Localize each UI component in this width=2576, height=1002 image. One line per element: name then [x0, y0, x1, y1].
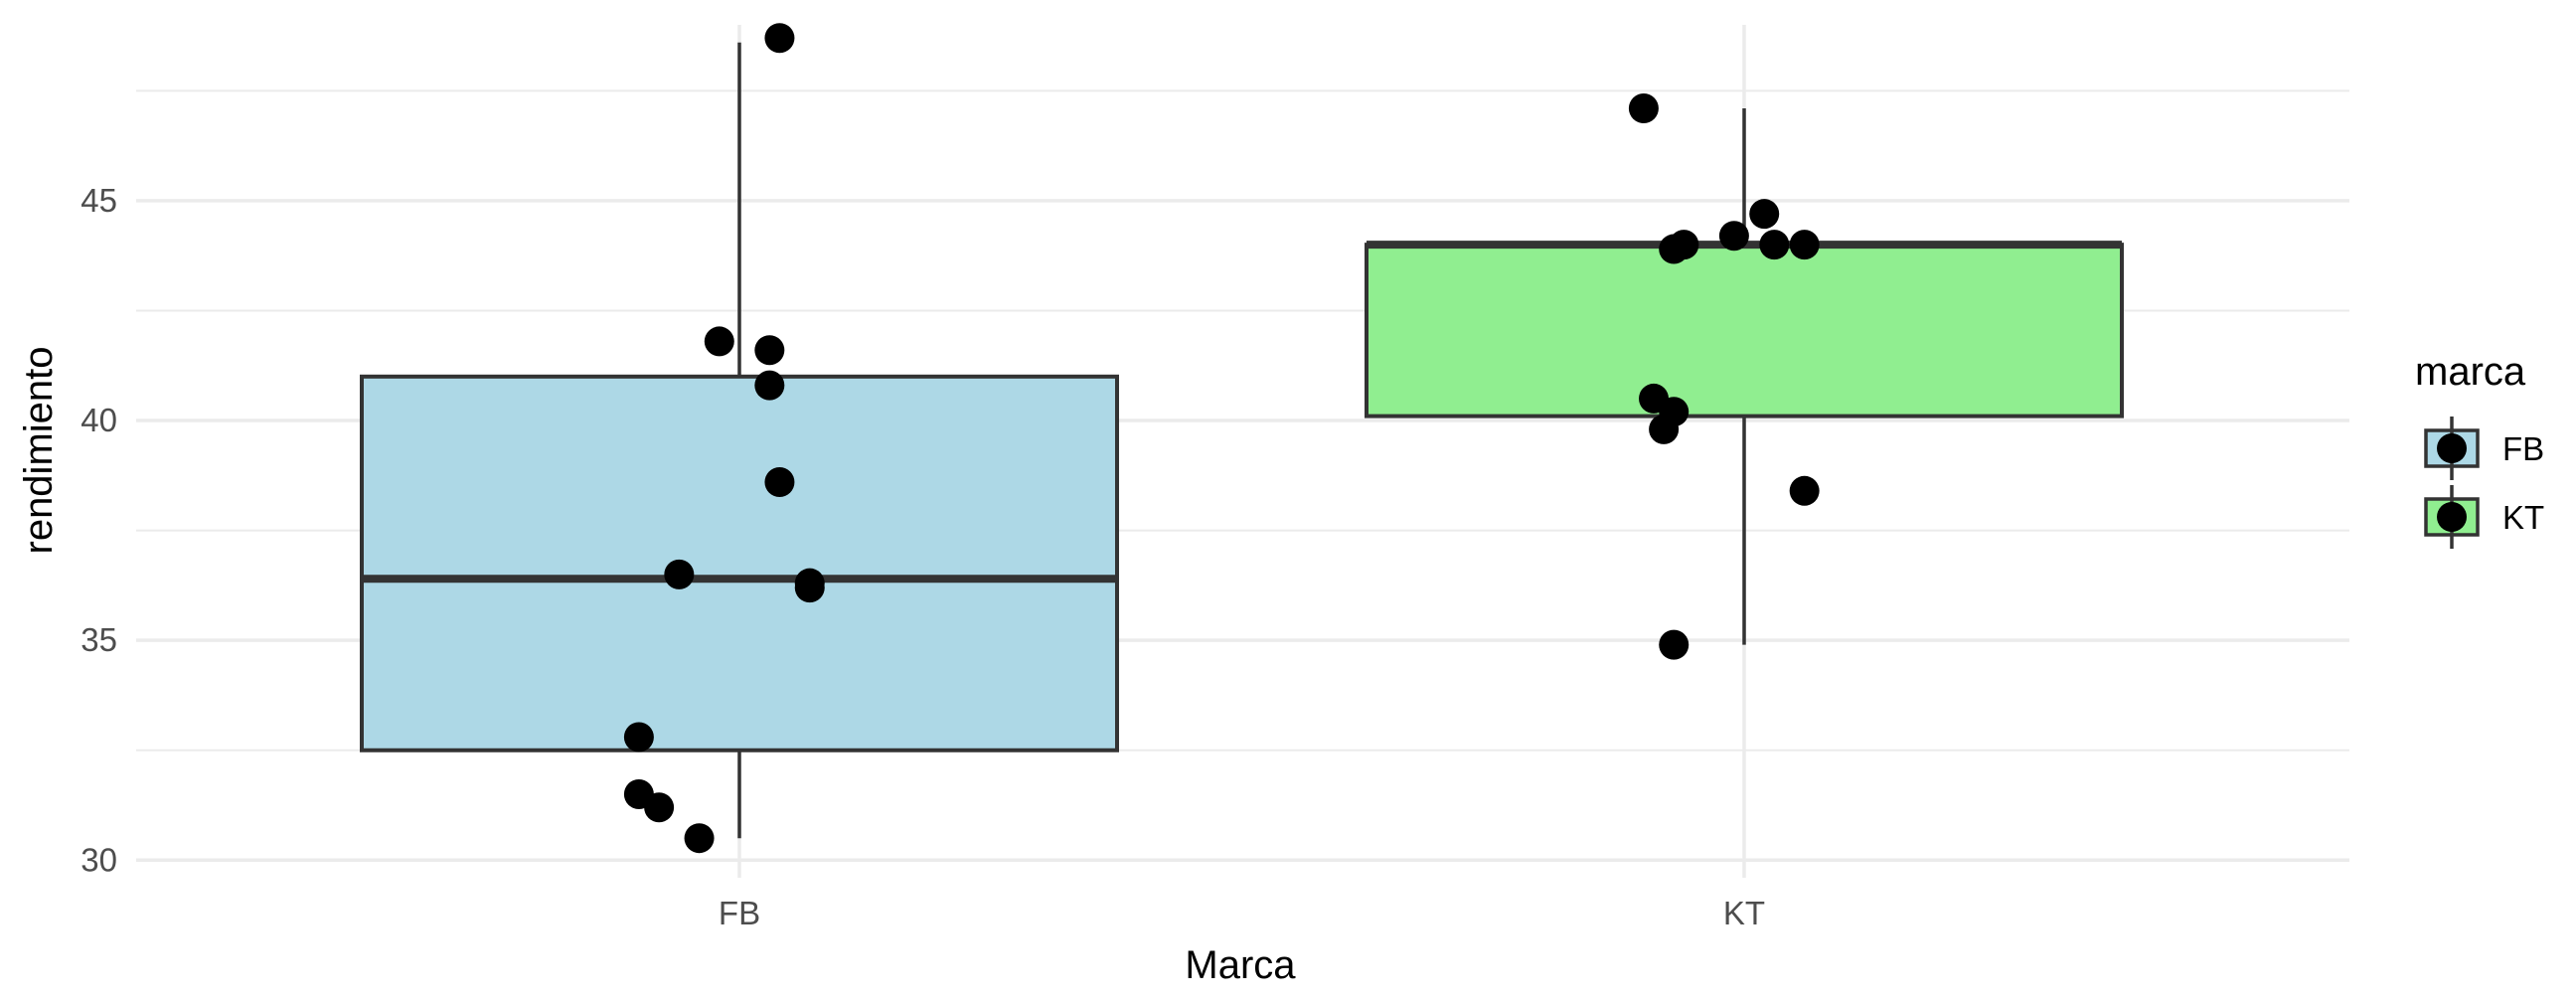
y-tick-label: 35 — [80, 621, 117, 658]
box-KT — [1365, 108, 2124, 645]
axes: 30 35 40 45 FB KT — [80, 182, 1765, 931]
data-point-FB — [764, 23, 795, 54]
data-point-KT — [1789, 475, 1820, 506]
box-FB — [360, 42, 1119, 839]
data-point-KT — [1659, 234, 1690, 264]
box-body — [360, 374, 1119, 752]
data-point-FB — [704, 326, 734, 357]
legend-key-point — [2437, 502, 2467, 532]
boxes — [360, 42, 2124, 839]
y-tick-label: 45 — [80, 182, 117, 219]
data-point-FB — [754, 335, 785, 366]
data-point-FB — [664, 559, 695, 589]
legend-label: KT — [2502, 499, 2544, 536]
data-point-FB — [684, 823, 715, 854]
data-point-KT — [1718, 221, 1749, 251]
legend-items: FB KT — [2424, 417, 2544, 549]
legend-label: FB — [2502, 430, 2544, 467]
legend-item-KT: KT — [2424, 485, 2544, 549]
legend-item-FB: FB — [2424, 417, 2544, 480]
data-point-KT — [1759, 230, 1790, 260]
data-point-KT — [1649, 414, 1680, 444]
y-axis-title: rendimiento — [17, 346, 61, 554]
x-axis-title: Marca — [1185, 943, 1296, 987]
legend-title: marca — [2415, 350, 2526, 394]
data-points — [623, 23, 1820, 854]
data-point-FB — [794, 573, 825, 603]
box-body — [1365, 243, 2124, 418]
data-point-KT — [1628, 93, 1659, 124]
y-tick-label: 30 — [80, 841, 117, 878]
y-tick-label: 40 — [80, 402, 117, 438]
data-point-FB — [644, 792, 675, 823]
legend-key-point — [2437, 433, 2467, 463]
data-point-KT — [1659, 629, 1690, 660]
legend: marca FB KT — [2415, 350, 2544, 549]
data-point-KT — [1789, 230, 1820, 260]
data-point-KT — [1749, 199, 1780, 230]
x-tick-label: FB — [719, 895, 760, 931]
data-point-FB — [754, 370, 785, 401]
x-tick-label: KT — [1723, 895, 1765, 931]
data-point-FB — [623, 722, 654, 752]
data-point-FB — [764, 466, 795, 497]
